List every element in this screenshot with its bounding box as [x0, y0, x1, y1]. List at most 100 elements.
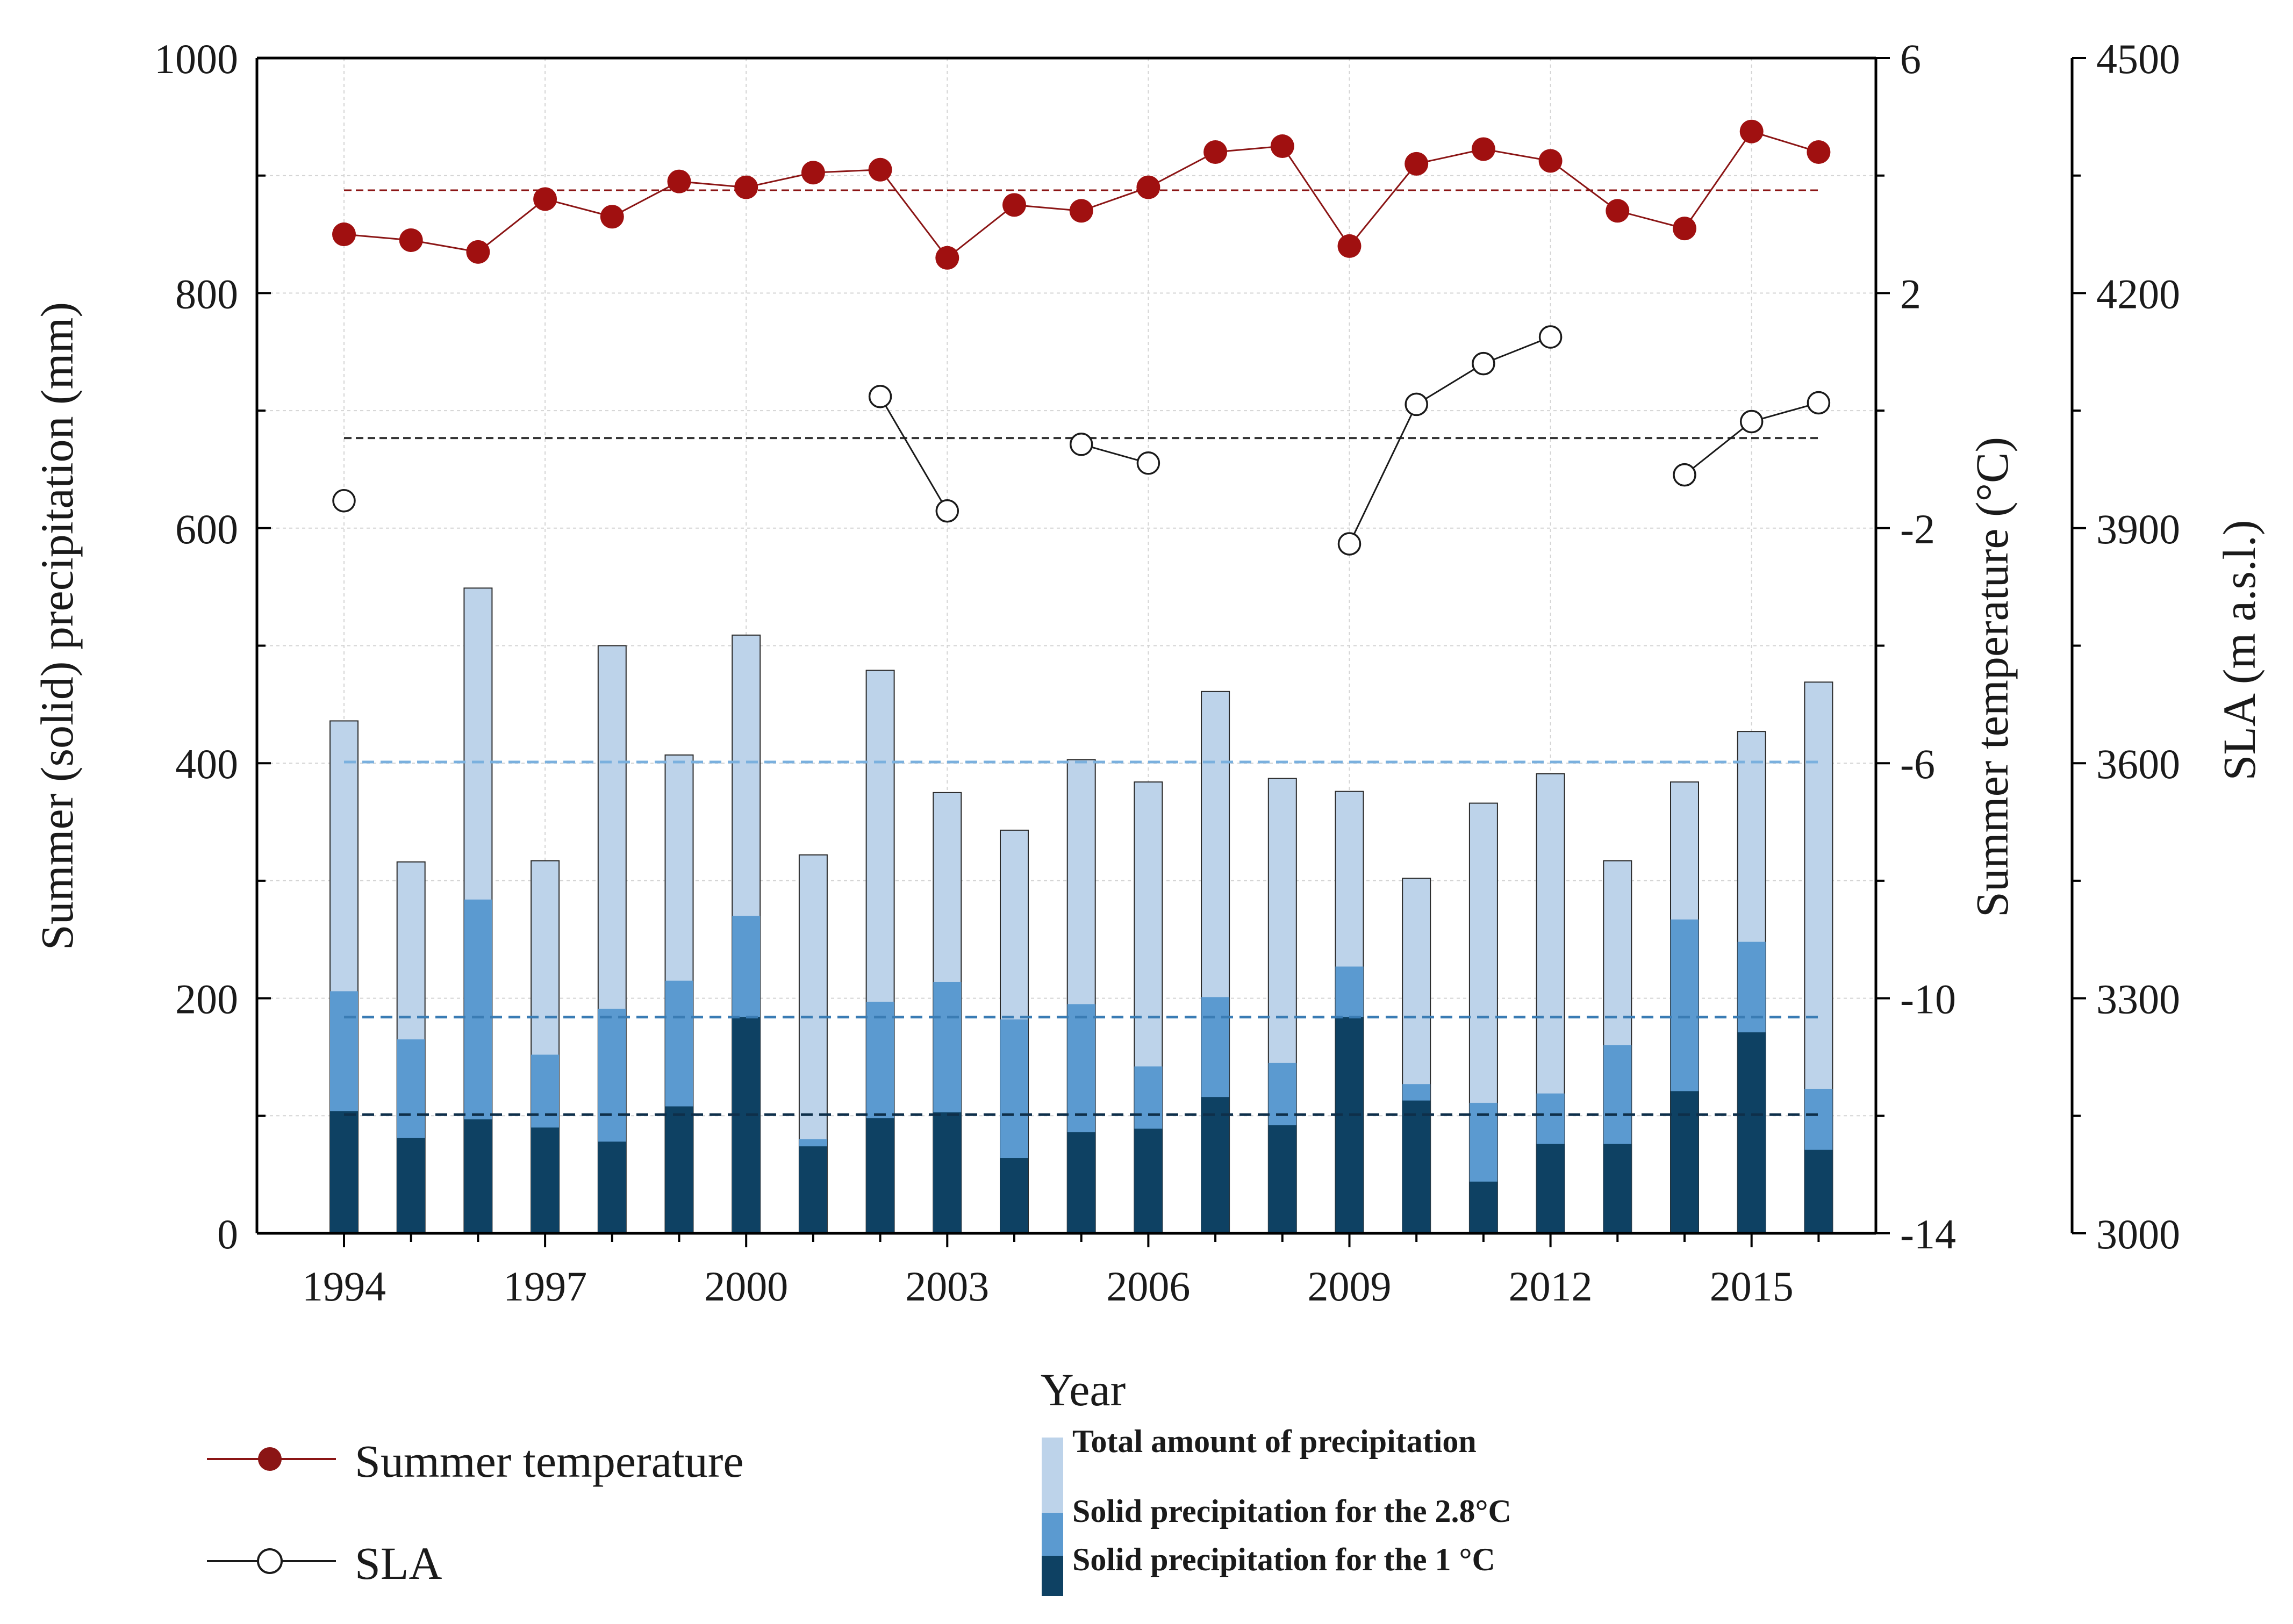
temperature-point — [600, 205, 624, 229]
x-tick-label: 2012 — [1509, 1263, 1593, 1310]
bar-solid-1 — [531, 1127, 560, 1233]
left-tick-label: 800 — [175, 270, 238, 317]
x-tick-label: 2009 — [1308, 1263, 1392, 1310]
sla-point — [868, 385, 892, 408]
left-tick-label: 400 — [175, 741, 238, 787]
left-tick-label: 0 — [217, 1211, 238, 1257]
legend: Summer temperature SLA Total amount of p… — [207, 1424, 1511, 1596]
temperature-point — [801, 161, 825, 185]
temperature-point — [1807, 140, 1831, 164]
temperature-point — [1471, 137, 1495, 161]
temperature-point — [868, 157, 892, 182]
sla-point — [1538, 325, 1563, 349]
legend-total-label: Total amount of precipitation — [1072, 1424, 1477, 1459]
legend-solid1-swatch — [1042, 1556, 1063, 1596]
legend-sla: SLA — [207, 1537, 442, 1589]
sla-point — [1405, 392, 1428, 416]
legend-temperature-label: Summer temperature — [355, 1435, 744, 1487]
sla-tick-label: 3000 — [2096, 1211, 2180, 1257]
y-axis-label-left: Summer (solid) precipitation (mm) — [31, 302, 83, 950]
sla-line — [879, 396, 948, 512]
bar-solid-1 — [1536, 1144, 1565, 1233]
bar-solid-1 — [330, 1111, 358, 1233]
bar-solid-1 — [1268, 1125, 1296, 1233]
temperature-point — [1538, 149, 1563, 173]
legend-precip-swatch — [1042, 1438, 1063, 1596]
temperature-point — [399, 228, 423, 252]
sla-point — [1069, 433, 1093, 456]
temperature-point — [734, 175, 758, 199]
temperature-point — [1405, 152, 1429, 176]
x-tick-label: 2006 — [1106, 1263, 1190, 1310]
x-axis-label: Year — [1041, 1364, 1126, 1415]
bar-solid-1 — [397, 1138, 425, 1233]
bar-solid-1 — [598, 1141, 626, 1233]
bar-solid-1 — [464, 1119, 492, 1233]
legend-sla-marker — [257, 1548, 283, 1574]
sla-point — [1739, 409, 1764, 434]
bar-solid-1 — [1134, 1129, 1163, 1233]
temperature-point — [1270, 134, 1294, 159]
temp-tick-label: -10 — [1900, 976, 1956, 1023]
bar-solid-1 — [1671, 1091, 1699, 1233]
sla-point — [1472, 351, 1495, 376]
left-tick-label: 600 — [175, 506, 238, 552]
sla-point — [1337, 532, 1362, 556]
sla-series — [332, 325, 1831, 556]
summer-temperature-series — [332, 119, 1831, 270]
tick-labels: 0 200 400 600 800 1000 -14 -10 -6 -2 2 6 3000 3300 360… — [154, 35, 2180, 1310]
left-tick-label: 200 — [175, 976, 238, 1023]
sla-point — [1807, 391, 1831, 415]
bar-solid-1 — [799, 1146, 827, 1233]
bar-solid-1 — [933, 1112, 962, 1233]
x-tick-label: 1994 — [302, 1263, 386, 1310]
sla-point — [1136, 451, 1160, 475]
temperature-point — [1069, 199, 1093, 223]
temperature-point — [1739, 119, 1764, 143]
temperature-point — [667, 169, 691, 193]
sla-point — [935, 499, 959, 523]
bar-solid-1 — [665, 1106, 693, 1233]
left-tick-label: 1000 — [154, 35, 238, 82]
temperature-point — [935, 246, 959, 270]
temp-tick-label: 6 — [1900, 35, 1921, 82]
precipitation-bars — [329, 587, 1833, 1234]
temperature-point — [1337, 234, 1362, 258]
temperature-point — [1606, 199, 1630, 223]
sla-tick-label: 4200 — [2096, 270, 2180, 317]
bar-solid-1 — [1335, 1017, 1364, 1233]
temperature-point — [466, 240, 490, 264]
bar-solid-1 — [1469, 1181, 1497, 1233]
x-tick-label: 1997 — [503, 1263, 587, 1310]
legend-solid1-label: Solid precipitation for the 1 °C — [1072, 1542, 1495, 1577]
legend-summer-temperature: Summer temperature — [207, 1435, 744, 1487]
bar-solid-1 — [1402, 1100, 1431, 1233]
bar-solid-1 — [1603, 1144, 1632, 1233]
sla-tick-label: 3600 — [2096, 741, 2180, 787]
legend-sla-label: SLA — [355, 1537, 442, 1589]
temp-tick-label: -2 — [1900, 506, 1935, 552]
temperature-point — [332, 222, 356, 247]
x-tick-label: 2003 — [905, 1263, 989, 1310]
temperature-point — [1136, 175, 1160, 199]
sla-point — [1673, 463, 1696, 487]
temperature-point — [1203, 140, 1228, 164]
temp-tick-label: -6 — [1900, 741, 1935, 787]
sla-line — [1349, 336, 1551, 544]
sla-tick-label: 3900 — [2096, 506, 2180, 552]
bar-solid-1 — [1000, 1158, 1028, 1233]
temperature-point — [1673, 217, 1696, 241]
legend-temperature-marker — [258, 1447, 282, 1471]
legend-solid28-label: Solid precipitation for the 2.8°C — [1072, 1493, 1511, 1529]
temperature-line — [343, 130, 1819, 259]
bar-solid-1 — [866, 1118, 894, 1233]
temperature-point — [533, 187, 557, 211]
bar-solid-1 — [732, 1017, 761, 1233]
bar-solid-1 — [1067, 1132, 1095, 1233]
bar-solid-1 — [1804, 1149, 1833, 1233]
x-tick-label: 2015 — [1710, 1263, 1794, 1310]
x-tick-label: 2000 — [704, 1263, 788, 1310]
reference-lines — [344, 760, 1819, 1116]
temp-tick-label: 2 — [1900, 270, 1921, 317]
